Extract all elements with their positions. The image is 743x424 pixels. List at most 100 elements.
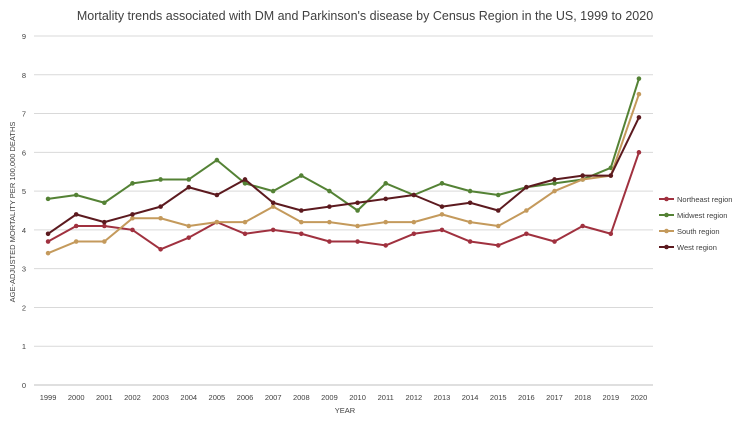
legend-label: South region: [677, 227, 720, 236]
data-point: [439, 227, 445, 233]
data-point: [383, 181, 389, 186]
data-point: [580, 177, 585, 182]
data-point: [158, 177, 163, 182]
data-point: [73, 223, 79, 229]
series-northeast-region: [45, 150, 642, 252]
x-tick-label: 2008: [293, 393, 310, 402]
x-tick-label: 2012: [405, 393, 422, 402]
data-point: [524, 208, 529, 213]
data-point: [327, 239, 332, 244]
y-tick-label: 7: [22, 110, 26, 119]
y-tick-labels: 0 1 2 3 4 5 6 7 8 9: [22, 32, 26, 390]
data-point: [580, 173, 585, 178]
y-tick-label: 0: [22, 381, 26, 390]
legend: Northeast region Midwest region South regi…: [659, 195, 732, 252]
data-point: [186, 235, 192, 240]
data-point: [383, 219, 389, 225]
series-midwest-region: [45, 76, 642, 213]
data-point: [439, 204, 445, 209]
data-point: [242, 231, 248, 237]
y-tick-label: 6: [22, 148, 26, 157]
data-point: [636, 115, 642, 120]
y-tick-label: 2: [22, 303, 26, 312]
data-point: [439, 181, 445, 186]
x-tick-label: 2007: [265, 393, 282, 402]
data-point: [102, 223, 107, 229]
y-tick-label: 3: [22, 265, 26, 274]
data-point: [73, 192, 79, 198]
legend-label: Midwest region: [677, 211, 727, 220]
data-point: [214, 192, 220, 198]
data-point: [186, 184, 192, 190]
data-point: [636, 150, 642, 155]
x-tick-label: 2003: [152, 393, 169, 402]
x-tick-label: 2017: [546, 393, 563, 402]
data-point: [102, 239, 107, 244]
data-point: [355, 208, 360, 213]
data-point: [102, 219, 107, 225]
series-line: [47, 116, 640, 235]
series-lines: [45, 76, 642, 256]
data-point: [242, 181, 248, 186]
x-tick-label: 2016: [518, 393, 535, 402]
data-point: [130, 181, 135, 186]
data-point: [270, 188, 276, 194]
data-point: [495, 192, 501, 198]
y-tick-label: 9: [22, 32, 26, 41]
legend-marker: [664, 244, 669, 250]
x-tick-label: 2020: [631, 393, 648, 402]
data-point: [298, 208, 304, 213]
data-point: [45, 239, 51, 244]
data-point: [270, 200, 276, 206]
data-point: [355, 223, 360, 229]
data-point: [45, 196, 51, 202]
data-point: [45, 250, 51, 256]
data-point: [580, 223, 585, 229]
x-tick-label: 2000: [68, 393, 85, 402]
data-point: [73, 239, 79, 244]
data-point: [355, 239, 360, 244]
data-point: [102, 200, 107, 206]
data-point: [552, 188, 557, 194]
legend-label: West region: [677, 243, 717, 252]
data-point: [355, 200, 360, 206]
x-tick-label: 2013: [434, 393, 451, 402]
series-south-region: [45, 91, 642, 256]
y-axis-title: AGE-ADJUSTED MORTALITY PER 100,000 DEATH…: [8, 122, 17, 303]
legend-marker: [664, 196, 669, 202]
data-point: [298, 231, 304, 237]
data-point: [411, 219, 417, 225]
data-point: [270, 204, 276, 209]
data-point: [327, 204, 332, 209]
data-point: [242, 177, 248, 182]
x-tick-label: 2005: [209, 393, 226, 402]
legend-marker: [664, 212, 669, 218]
gridlines: [34, 35, 653, 386]
data-point: [467, 200, 473, 206]
data-point: [467, 219, 473, 225]
x-tick-labels: 1999 2000 2001 2002 2003 2004 2005 2006 2007 2008…: [40, 393, 648, 402]
data-point: [214, 219, 220, 225]
x-tick-label: 2019: [602, 393, 619, 402]
data-point: [298, 173, 304, 178]
data-point: [608, 165, 614, 171]
legend-marker: [664, 228, 669, 234]
x-tick-label: 1999: [40, 393, 57, 402]
data-point: [411, 192, 417, 198]
data-point: [524, 184, 529, 190]
x-tick-label: 2006: [237, 393, 254, 402]
series-line: [47, 78, 640, 212]
data-point: [495, 223, 501, 229]
data-point: [608, 231, 614, 237]
x-tick-label: 2009: [321, 393, 338, 402]
data-point: [495, 243, 501, 248]
data-point: [158, 204, 163, 209]
data-point: [495, 208, 501, 213]
series-west-region: [45, 115, 642, 237]
data-point: [242, 219, 248, 225]
data-point: [158, 215, 163, 221]
data-point: [45, 231, 51, 237]
data-point: [524, 231, 529, 237]
data-point: [327, 219, 332, 225]
data-point: [270, 227, 276, 233]
